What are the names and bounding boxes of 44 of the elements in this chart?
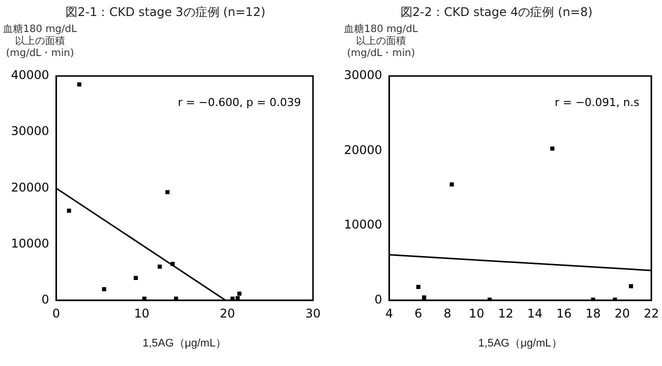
y-tick-label: 0 <box>374 292 382 307</box>
point <box>66 208 72 213</box>
annotation: r = −0.600, p = 0.039 <box>178 96 301 109</box>
point <box>170 262 175 266</box>
x-tick-label: 14 <box>527 306 542 321</box>
y-tick-label: 0 <box>42 292 50 307</box>
point <box>628 284 634 288</box>
y-tick-label: 10000 <box>344 218 382 232</box>
y-tick-label: 40000 <box>10 68 50 82</box>
x-tick-label: 4 <box>385 306 393 321</box>
x-tick-label: 20 <box>614 306 630 321</box>
x-axis-title: 1,5AG（μg/mL） <box>478 337 562 350</box>
y-tick-label: 20000 <box>344 142 382 157</box>
chart-title: 図2-1：CKD stage 3の症例 (n=12) <box>64 4 266 21</box>
x-axis-title: 1,5AG（μg/mL） <box>142 337 227 350</box>
x-tick-label: 22 <box>644 306 660 321</box>
y-tick-label: 30000 <box>344 68 382 82</box>
chart-title: 図2-2：CKD stage 4の症例 (n=8) <box>399 4 594 21</box>
point <box>158 264 162 269</box>
point <box>102 287 106 292</box>
point <box>134 276 138 280</box>
y-tick-label: 10000 <box>10 236 50 250</box>
annotation: r = −0.091, n.s <box>554 96 640 109</box>
x-tick-label: 10 <box>468 306 484 321</box>
y-axis-title: 血糖180 mg/dL 以上の面積 (mg/dL・min) <box>343 24 419 60</box>
x-tick-label: 18 <box>585 306 601 321</box>
y-tick-label: 20000 <box>10 180 50 194</box>
x-tick-label: 20 <box>220 306 236 321</box>
y-tick-label: 30000 <box>10 124 50 138</box>
point <box>77 82 82 86</box>
point <box>237 292 242 296</box>
y-axis-title: 血糖180 mg/dL 以上の面積 (mg/dL・min) <box>2 24 78 60</box>
point <box>416 284 420 289</box>
point <box>165 190 170 194</box>
x-tick-label: 6 <box>414 306 422 321</box>
x-tick-label: 12 <box>498 306 514 321</box>
point <box>450 182 454 187</box>
point <box>422 295 426 300</box>
x-tick-label: 8 <box>444 306 452 321</box>
x-tick-label: 10 <box>134 306 150 321</box>
x-tick-label: 0 <box>52 306 60 321</box>
x-tick-label: 30 <box>305 306 321 321</box>
point <box>550 146 554 151</box>
x-tick-label: 16 <box>556 306 572 321</box>
